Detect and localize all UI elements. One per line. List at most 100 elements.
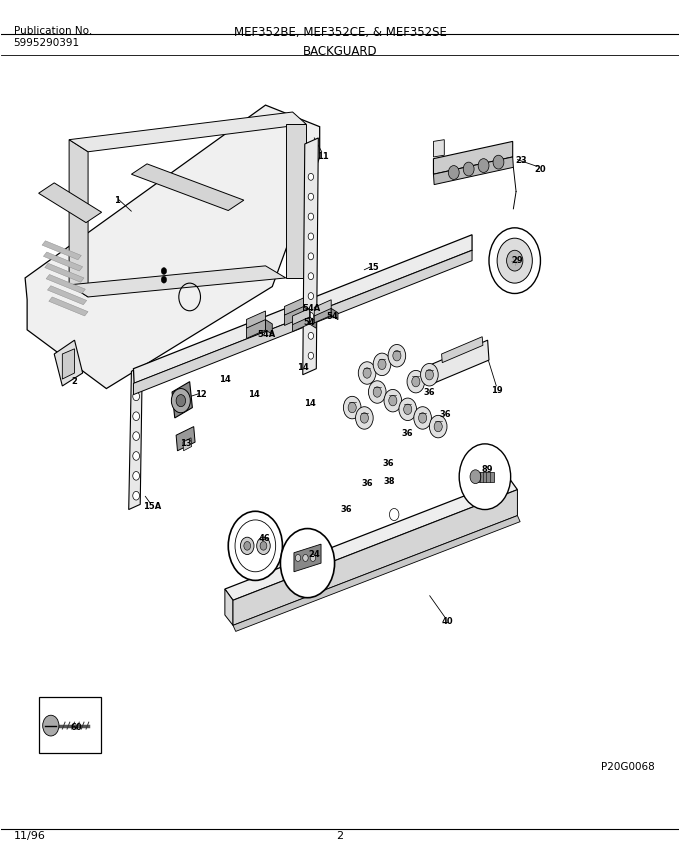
Text: 14: 14 xyxy=(248,390,260,399)
Text: 2: 2 xyxy=(337,831,343,841)
Circle shape xyxy=(241,538,254,555)
Polygon shape xyxy=(475,472,494,482)
Circle shape xyxy=(133,412,139,420)
Text: 60: 60 xyxy=(70,723,82,732)
Polygon shape xyxy=(303,138,318,375)
FancyBboxPatch shape xyxy=(39,697,101,753)
Text: 36: 36 xyxy=(383,460,394,468)
Polygon shape xyxy=(309,317,316,329)
Polygon shape xyxy=(433,141,513,174)
Circle shape xyxy=(308,332,313,339)
Circle shape xyxy=(393,350,401,361)
Text: 14: 14 xyxy=(219,375,231,383)
Circle shape xyxy=(363,368,371,378)
Polygon shape xyxy=(233,516,520,631)
Circle shape xyxy=(384,389,402,412)
Text: 20: 20 xyxy=(534,165,545,173)
Circle shape xyxy=(425,369,433,380)
Polygon shape xyxy=(42,241,82,260)
Text: P20G0068: P20G0068 xyxy=(601,762,655,772)
Text: MEF352BE, MEF352CE, & MEF352SE: MEF352BE, MEF352CE, & MEF352SE xyxy=(233,26,447,39)
Polygon shape xyxy=(69,140,88,297)
Circle shape xyxy=(434,421,442,432)
Polygon shape xyxy=(131,164,244,211)
Circle shape xyxy=(459,444,511,510)
Circle shape xyxy=(133,472,139,480)
Text: 36: 36 xyxy=(361,479,373,488)
Polygon shape xyxy=(176,427,195,451)
Text: 36: 36 xyxy=(402,429,413,438)
Circle shape xyxy=(308,173,313,180)
Polygon shape xyxy=(225,479,517,600)
Polygon shape xyxy=(292,317,309,331)
Circle shape xyxy=(310,555,316,562)
Circle shape xyxy=(463,162,474,176)
Circle shape xyxy=(303,555,308,562)
Circle shape xyxy=(176,394,186,407)
Circle shape xyxy=(133,392,139,401)
Polygon shape xyxy=(69,112,306,152)
Circle shape xyxy=(507,251,523,271)
Circle shape xyxy=(356,407,373,429)
Polygon shape xyxy=(45,264,84,283)
Circle shape xyxy=(308,352,313,359)
Polygon shape xyxy=(433,140,444,157)
Text: 19: 19 xyxy=(492,386,503,394)
Circle shape xyxy=(389,395,397,406)
Polygon shape xyxy=(314,309,331,323)
Polygon shape xyxy=(247,311,265,328)
Polygon shape xyxy=(433,157,513,185)
Polygon shape xyxy=(48,286,87,304)
Circle shape xyxy=(358,362,376,384)
Circle shape xyxy=(489,228,541,294)
Text: 15A: 15A xyxy=(143,503,161,512)
Circle shape xyxy=(343,396,361,419)
Polygon shape xyxy=(25,105,320,388)
Polygon shape xyxy=(63,349,75,379)
Circle shape xyxy=(399,398,417,420)
Text: 54A: 54A xyxy=(258,329,276,339)
Circle shape xyxy=(470,470,481,484)
Polygon shape xyxy=(44,252,83,271)
Circle shape xyxy=(360,413,369,423)
Circle shape xyxy=(388,344,406,367)
Polygon shape xyxy=(172,381,192,418)
Polygon shape xyxy=(54,340,83,386)
Circle shape xyxy=(133,452,139,460)
Text: 15: 15 xyxy=(367,263,378,272)
Circle shape xyxy=(414,407,431,429)
Text: 38: 38 xyxy=(383,477,394,486)
Circle shape xyxy=(280,529,335,597)
Text: 54: 54 xyxy=(304,318,316,328)
Circle shape xyxy=(308,312,313,319)
Text: 5995290391: 5995290391 xyxy=(14,37,80,48)
Text: 36: 36 xyxy=(341,505,353,514)
Circle shape xyxy=(308,193,313,200)
Text: 1: 1 xyxy=(114,196,120,205)
Polygon shape xyxy=(133,235,472,383)
Circle shape xyxy=(308,273,313,280)
Text: 36: 36 xyxy=(439,410,451,419)
Polygon shape xyxy=(294,544,321,571)
Polygon shape xyxy=(284,307,303,325)
Circle shape xyxy=(308,213,313,220)
Circle shape xyxy=(429,415,447,438)
Circle shape xyxy=(171,388,190,413)
Circle shape xyxy=(308,293,313,299)
Polygon shape xyxy=(46,275,86,294)
Text: 11: 11 xyxy=(317,153,329,161)
Text: 12: 12 xyxy=(195,390,207,399)
Circle shape xyxy=(419,413,426,423)
Text: 40: 40 xyxy=(441,617,453,626)
Circle shape xyxy=(308,233,313,240)
Polygon shape xyxy=(233,490,517,625)
Circle shape xyxy=(161,277,167,284)
Polygon shape xyxy=(331,309,338,320)
Polygon shape xyxy=(286,124,306,278)
Circle shape xyxy=(133,432,139,440)
Circle shape xyxy=(412,376,420,387)
Text: Publication No.: Publication No. xyxy=(14,26,92,36)
Polygon shape xyxy=(69,266,286,297)
Text: 54: 54 xyxy=(326,312,338,322)
Circle shape xyxy=(348,402,356,413)
